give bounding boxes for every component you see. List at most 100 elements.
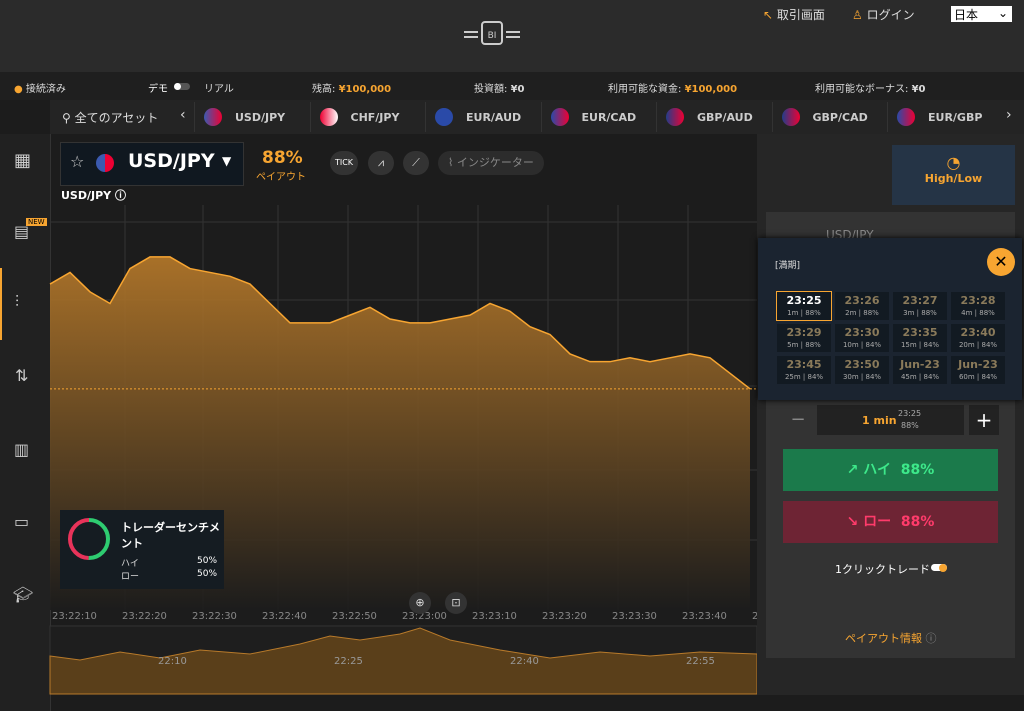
duration-box[interactable] <box>817 405 964 435</box>
trade-screen-link[interactable]: ↖ 取引画面 <box>763 8 825 22</box>
dropdown: ▼ <box>222 154 232 168</box>
indicator-button[interactable]: ⌇ インジケーター <box>438 151 544 175</box>
overview-tick-label: 22:40 <box>510 656 539 667</box>
x-tick-label: 23:22:10 <box>52 611 97 622</box>
edu-icon[interactable]: 🎓︎ <box>13 585 34 604</box>
one-click-label: 1クリックトレード <box>835 563 930 576</box>
star[interactable]: ☆ <box>70 152 85 171</box>
mode-button[interactable]: ◔ High/Low <box>892 145 1015 205</box>
expiry-option[interactable] <box>892 291 948 321</box>
login-link[interactable]: ♙ ログイン <box>852 8 915 22</box>
low-button[interactable]: ↘ ロー 88% <box>783 501 998 543</box>
sentiment-title: トレーダーセンチメント <box>121 521 220 550</box>
minus-button[interactable]: − <box>790 409 806 430</box>
option-detail: 2m | 88% <box>845 309 879 317</box>
save-button[interactable]: ⊡ <box>445 592 467 614</box>
expiry-option[interactable] <box>776 291 832 321</box>
payout-info[interactable]: ペイアウト情報 ⓘ <box>845 632 937 645</box>
option-detail: 15m | 84% <box>900 341 940 349</box>
sentiment-box <box>60 510 224 589</box>
line-button[interactable]: ⟋ <box>403 151 429 175</box>
label: 接続済み <box>25 84 66 95</box>
expiry-option[interactable] <box>950 291 1006 321</box>
option-detail: 3m | 88% <box>903 309 937 317</box>
expiry-option[interactable] <box>834 355 890 385</box>
asset-tab[interactable]: GBP/AUD <box>697 111 753 124</box>
label: 利用可能な資金: <box>608 84 682 95</box>
asset-tab[interactable]: USD/JPY <box>235 111 286 124</box>
one-click-toggle[interactable] <box>931 564 947 572</box>
all-assets[interactable]: ⚲ 全てのアセット <box>62 111 159 125</box>
value: ¥100,000 <box>338 84 392 95</box>
low-label: ロー <box>121 572 140 582</box>
prev-arrow[interactable]: ‹ <box>180 107 186 123</box>
option-detail: 45m | 84% <box>900 373 940 381</box>
label: ペイアウト情報 <box>845 632 922 645</box>
expiry-option[interactable] <box>950 323 1006 353</box>
svg-text:BI: BI <box>488 31 497 41</box>
high-button[interactable]: ↗ ハイ 88% <box>783 449 998 491</box>
video-icon[interactable]: ▭ <box>14 512 30 531</box>
duration-payout: 88% <box>901 421 919 430</box>
asset-name: USD/JPY <box>128 150 215 172</box>
language-select[interactable]: 日本 ⌄ <box>951 6 1012 22</box>
asset-flag <box>781 108 800 126</box>
option-detail: 60m | 84% <box>958 373 998 381</box>
option-detail: 1m | 88% <box>787 309 821 317</box>
value: ¥100,000 <box>684 84 738 95</box>
asset-tab[interactable]: GBP/CAD <box>812 111 868 124</box>
label: 投資額: <box>474 84 508 95</box>
active-indicator <box>0 268 2 340</box>
draw-button[interactable]: ⩘ <box>368 151 394 175</box>
asset-divider <box>771 102 773 132</box>
expiry-option[interactable] <box>892 355 948 385</box>
news-icon[interactable]: ▤ <box>14 222 30 241</box>
option-time: 23:50 <box>844 358 880 371</box>
overview-line <box>49 627 758 695</box>
next-arrow[interactable]: › <box>1006 107 1012 123</box>
option-time: 23:25 <box>786 294 822 307</box>
option-detail: 25m | 84% <box>784 373 824 381</box>
chart-icon[interactable]: ⫶ <box>15 292 20 311</box>
asset-divider <box>656 102 657 132</box>
expiry-option[interactable] <box>892 323 948 353</box>
asset-tab[interactable]: EUR/GBP <box>928 111 983 124</box>
tick-button[interactable]: TICK <box>330 151 358 175</box>
asset-flag <box>435 108 453 126</box>
value: ¥0 <box>510 84 525 95</box>
overview-tick-label: 22:55 <box>686 656 715 667</box>
swap-icon[interactable]: ⇅ <box>15 366 29 385</box>
price-area <box>50 256 750 610</box>
expiry-option[interactable] <box>834 323 890 353</box>
asset-tab[interactable]: EUR/CAD <box>581 111 637 124</box>
asset-selector[interactable] <box>60 142 244 186</box>
expiry-option[interactable] <box>776 323 832 353</box>
close-button[interactable]: ✕ <box>987 248 1015 276</box>
overview-tick-label: 22:10 <box>158 656 187 667</box>
asset-tab[interactable]: EUR/AUD <box>466 111 522 124</box>
asset-divider <box>887 102 888 132</box>
connection: ● 接続済み <box>14 84 66 95</box>
price-line <box>49 256 751 390</box>
expiry-option[interactable] <box>950 355 1006 385</box>
zoom-button[interactable]: ⊕ <box>409 592 431 614</box>
option-time: 23:27 <box>902 294 938 307</box>
asset-flag <box>550 108 569 126</box>
high-value: 50% <box>197 556 218 566</box>
grid-icon[interactable]: ▦ <box>14 150 32 171</box>
list-icon[interactable]: ▥ <box>14 440 30 459</box>
option-time: Jun-23 <box>900 358 940 371</box>
expiry-option[interactable] <box>834 291 890 321</box>
expiry-option[interactable] <box>776 355 832 385</box>
x-tick-label: 23:22:30 <box>192 611 237 622</box>
asset-tab[interactable]: CHF/JPY <box>350 111 400 124</box>
label: 日本 <box>954 8 979 22</box>
account-toggle[interactable] <box>174 83 190 90</box>
option-time: 23:40 <box>960 326 996 339</box>
payout: 88% <box>900 462 935 478</box>
logo: BI <box>464 21 520 45</box>
plus-button[interactable]: + <box>969 405 999 435</box>
option-time: 23:30 <box>844 326 880 339</box>
